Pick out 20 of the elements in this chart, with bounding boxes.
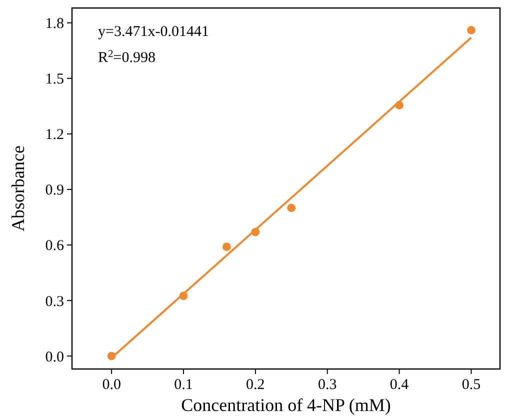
y-tick-label: 0.0 [45, 349, 64, 366]
x-tick-label: 0.1 [174, 377, 193, 393]
y-tick-label: 0.9 [45, 182, 64, 199]
x-tick-label: 0.0 [102, 377, 121, 393]
annotation: R$^{2}$=0.998 [98, 48, 156, 66]
y-axis-title: Absorbance [8, 146, 28, 232]
point [222, 242, 231, 252]
annotation: y=3.471x-0.01441 [98, 24, 209, 40]
y-tick-label: 1.5 [45, 72, 64, 88]
y-tick-label: 1.2 [45, 127, 64, 144]
x-axis-title: Concentration of 4-NP (mM) [181, 395, 391, 415]
x-tick-label: 0.5 [462, 377, 481, 393]
y-tick-label: 1.8 [45, 16, 64, 32]
x-tick-label: 0.3 [318, 377, 337, 393]
point [467, 26, 476, 34]
y-tick-label: 0.6 [45, 238, 64, 254]
point [287, 204, 296, 212]
x-tick-label: 0.2 [246, 377, 265, 393]
y-tick-label: 0.3 [45, 294, 64, 310]
x-tick-label: 0.4 [390, 377, 410, 393]
